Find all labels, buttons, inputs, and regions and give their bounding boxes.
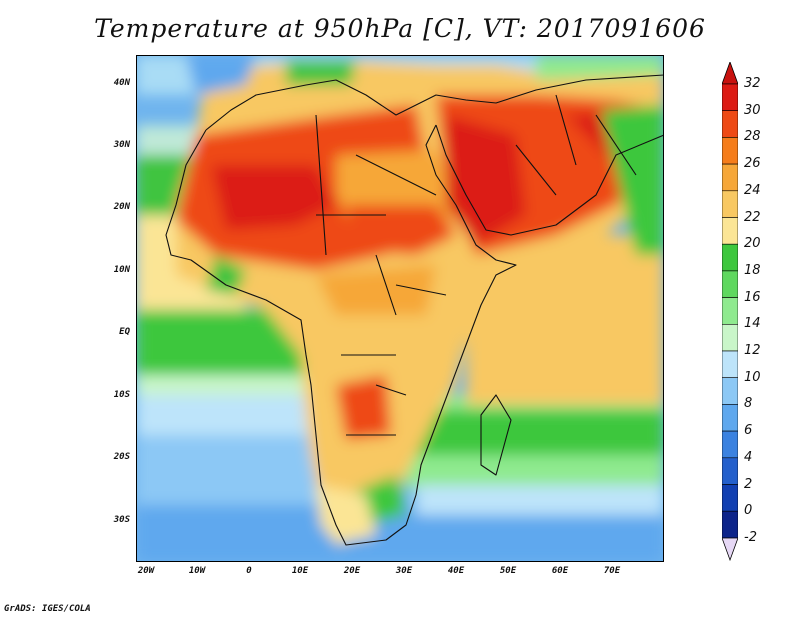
- colorbar-label: 22: [744, 209, 761, 225]
- colorbar-label: 20: [744, 236, 761, 252]
- colorbar-segment: [722, 190, 738, 218]
- colorbar-label: 8: [744, 396, 753, 412]
- colorbar-segment: [722, 377, 738, 405]
- lon-tick-label: 0: [246, 566, 252, 576]
- lon-tick-label: 10W: [188, 566, 206, 576]
- colorbar-segment: [722, 137, 738, 165]
- lon-tick-label: 20W: [137, 566, 155, 576]
- colorbar-segment: [722, 510, 738, 539]
- lat-tick-label: 20N: [113, 202, 130, 212]
- colorbar-segment: [722, 430, 738, 459]
- colorbar-label: 6: [744, 423, 753, 439]
- colorbar-segment: [722, 350, 738, 379]
- colorbar-label: 10: [744, 369, 761, 385]
- colorbar-label: 28: [744, 129, 761, 145]
- colorbar-label: 30: [744, 102, 761, 118]
- colorbar-bottom-arrow: [722, 537, 738, 562]
- colorbar-label: -2: [744, 529, 757, 545]
- colorbar-label: 0: [744, 503, 753, 519]
- colorbar-segment: [722, 297, 738, 325]
- temperature-field: [136, 55, 664, 562]
- lon-tick-label: 40E: [447, 566, 465, 576]
- colorbar-segment: [722, 217, 738, 245]
- lat-tick-label: EQ: [119, 327, 130, 337]
- colorbar-top-arrow: [722, 62, 738, 85]
- colorbar-segment: [722, 163, 738, 192]
- colorbar-segment: [722, 83, 738, 112]
- lon-tick-label: 60E: [551, 566, 569, 576]
- colorbar-segment: [722, 457, 738, 485]
- lat-tick-label: 30S: [113, 515, 130, 525]
- colorbar-label: 2: [744, 476, 753, 492]
- colorbar-label: 16: [744, 289, 761, 305]
- colorbar-label: 18: [744, 262, 761, 278]
- chart-title: Temperature at 950hPa [C], VT: 201709160…: [94, 14, 706, 43]
- colorbar: [722, 62, 738, 562]
- colorbar-segment: [722, 110, 738, 138]
- colorbar-label: 26: [744, 156, 761, 172]
- lon-tick-label: 50E: [499, 566, 517, 576]
- lat-tick-label: 20S: [113, 452, 130, 462]
- lat-tick-label: 10N: [113, 265, 130, 275]
- lon-tick-label: 20E: [343, 566, 361, 576]
- grads-credit: GrADS: IGES/COLA: [4, 604, 91, 614]
- colorbar-segment: [722, 323, 738, 352]
- lat-tick-label: 40N: [113, 78, 130, 88]
- lat-tick-label: 10S: [113, 390, 130, 400]
- colorbar-label: 12: [744, 343, 761, 358]
- lon-tick-label: 10E: [291, 566, 309, 576]
- colorbar-segment: [722, 243, 738, 272]
- map-frame: [136, 55, 664, 562]
- colorbar-label: 24: [744, 182, 761, 198]
- coastlines: [165, 74, 664, 546]
- lon-tick-label: 70E: [603, 566, 621, 576]
- colorbar-segment: [722, 484, 738, 512]
- colorbar-label: 14: [744, 316, 761, 332]
- temperature-map: [136, 55, 664, 562]
- lat-tick-label: 30N: [113, 140, 130, 150]
- colorbar-label: 4: [744, 449, 753, 465]
- colorbar-segment: [722, 404, 738, 432]
- colorbar-label: 32: [744, 76, 761, 91]
- colorbar-segment: [722, 270, 738, 298]
- lon-tick-label: 30E: [395, 566, 413, 576]
